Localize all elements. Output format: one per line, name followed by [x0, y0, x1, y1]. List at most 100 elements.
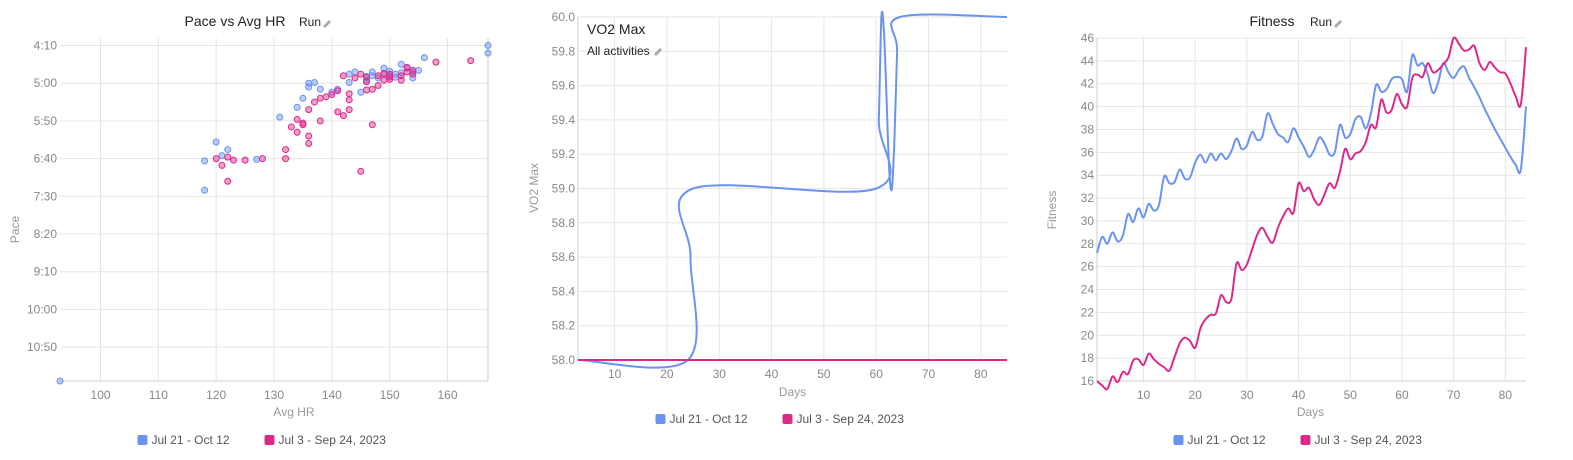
chart1-x-tick-label: 150: [380, 388, 400, 402]
chart2-x-tick-label: 50: [817, 367, 831, 381]
chart1-y-tick-label: 9:10: [34, 265, 58, 279]
chart1-point-series_b[interactable]: [351, 74, 359, 82]
chart1-point-series_b[interactable]: [363, 86, 371, 94]
chart1-point-series_b[interactable]: [316, 94, 324, 102]
chart3-x-tick-label: 40: [1292, 388, 1306, 402]
chart1-point-series_b[interactable]: [316, 117, 324, 125]
fitness-chart: Fitness Run 16 18 20 22 24 26 28 30 32 34 36 38 40 42…: [1045, 13, 1527, 447]
chart1-point-series_a[interactable]: [276, 113, 284, 121]
chart1-point-series_b[interactable]: [363, 73, 371, 81]
chart1-point-series_a[interactable]: [420, 54, 428, 62]
chart1-point-series_b[interactable]: [386, 70, 394, 78]
chart1-point-series_b[interactable]: [224, 177, 232, 185]
chart1-point-series_a[interactable]: [374, 74, 382, 82]
chart1-point-series_b[interactable]: [345, 96, 353, 104]
chart1-point-series_b[interactable]: [328, 91, 336, 99]
chart2-line-series_a[interactable]: [577, 10, 1008, 369]
chart1-point-series_b[interactable]: [293, 128, 301, 136]
chart1-x-tick-label: 130: [264, 388, 284, 402]
chart1-point-series_b[interactable]: [409, 66, 417, 74]
chart1-point-series_b[interactable]: [403, 63, 411, 71]
chart1-point-series_b[interactable]: [310, 98, 318, 106]
chart1-point-series_b[interactable]: [368, 121, 376, 129]
chart2-x-tick-label: 20: [660, 367, 674, 381]
edit-pencil-icon[interactable]: [1334, 20, 1342, 28]
chart1-point-series_b[interactable]: [305, 132, 313, 140]
chart1-y-tick-label: 10:50: [27, 340, 57, 354]
chart1-point-series_b[interactable]: [374, 72, 382, 80]
chart1-point-series_a[interactable]: [218, 152, 226, 160]
chart1-point-series_b[interactable]: [299, 121, 307, 129]
chart1-x-tick-label: 120: [206, 388, 226, 402]
chart1-y-tick-label: 10:00: [27, 302, 57, 316]
chart1-point-series_b[interactable]: [218, 161, 226, 169]
chart1-point-series_a[interactable]: [299, 94, 307, 102]
edit-pencil-icon[interactable]: [654, 48, 662, 56]
chart3-legend-swatch-b: [1300, 435, 1311, 445]
chart1-point-series_a[interactable]: [345, 78, 353, 86]
chart1-y-tick-label: 6:40: [34, 152, 58, 166]
chart1-legend-swatch-a: [137, 435, 148, 445]
chart1-point-series_b[interactable]: [357, 167, 365, 175]
chart1-point-series_b[interactable]: [380, 76, 388, 84]
chart1-point-series_b[interactable]: [339, 112, 347, 120]
chart1-point-series_b[interactable]: [397, 72, 405, 80]
chart1-point-series_a[interactable]: [391, 70, 399, 78]
chart1-point-series_a[interactable]: [357, 88, 365, 96]
chart1-filter-run[interactable]: Run: [299, 15, 321, 29]
chart1-point-series_a[interactable]: [212, 138, 220, 146]
chart1-point-series_b[interactable]: [230, 156, 238, 164]
chart1-point-series_b[interactable]: [282, 146, 290, 154]
chart1-point-series_a[interactable]: [368, 72, 376, 80]
chart1-point-series_a[interactable]: [310, 78, 318, 86]
chart1-point-series_b[interactable]: [432, 58, 440, 66]
chart1-point-series_a[interactable]: [351, 68, 359, 76]
chart1-point-series_a[interactable]: [415, 66, 423, 74]
chart1-point-series_a[interactable]: [293, 103, 301, 111]
chart2-y-tick-label: 59.6: [552, 79, 576, 93]
chart1-point-series_a[interactable]: [484, 42, 492, 50]
chart1-point-series_b[interactable]: [357, 70, 365, 78]
chart1-point-series_a[interactable]: [224, 146, 232, 154]
chart1-point-series_b[interactable]: [334, 108, 342, 116]
chart1-point-series_a[interactable]: [316, 85, 324, 93]
chart1-point-series_a[interactable]: [345, 70, 353, 78]
chart1-point-series_a[interactable]: [201, 157, 209, 165]
chart3-line-series_a[interactable]: [1096, 53, 1527, 254]
chart1-point-series_a[interactable]: [56, 377, 64, 385]
chart3-y-tick-label: 26: [1081, 260, 1095, 274]
chart1-point-series_b[interactable]: [334, 87, 342, 95]
chart1-point-series_b[interactable]: [305, 106, 313, 114]
chart1-point-series_b[interactable]: [282, 155, 290, 163]
chart1-point-series_a[interactable]: [484, 49, 492, 57]
chart1-point-series_b[interactable]: [345, 106, 353, 114]
chart1-point-series_b[interactable]: [293, 115, 301, 123]
chart1-point-series_b[interactable]: [258, 155, 266, 163]
chart3-y-tick-label: 20: [1081, 328, 1095, 342]
chart1-point-series_b[interactable]: [374, 81, 382, 89]
chart1-point-series_b[interactable]: [380, 69, 388, 77]
chart1-point-series_b[interactable]: [345, 90, 353, 98]
edit-pencil-icon[interactable]: [323, 20, 331, 28]
chart1-point-series_b[interactable]: [212, 155, 220, 163]
chart1-legend-label-a: Jul 21 - Oct 12: [152, 433, 230, 447]
chart1-point-series_b[interactable]: [287, 123, 295, 131]
chart1-point-series_b[interactable]: [305, 140, 313, 148]
chart1-point-series_b[interactable]: [368, 85, 376, 93]
chart1-point-series_a[interactable]: [201, 186, 209, 194]
chart3-line-series_b[interactable]: [1096, 36, 1527, 391]
chart1-point-series_b[interactable]: [224, 153, 232, 161]
chart1-point-series_a[interactable]: [253, 155, 261, 163]
chart1-point-series_a[interactable]: [397, 60, 405, 68]
chart1-point-series_b[interactable]: [339, 72, 347, 80]
chart3-x-tick-label: 30: [1240, 388, 1254, 402]
chart3-filter-run[interactable]: Run: [1310, 15, 1332, 29]
chart2-x-tick-label: 80: [974, 367, 988, 381]
chart1-point-series_b[interactable]: [386, 75, 394, 83]
chart1-point-series_b[interactable]: [241, 156, 249, 164]
chart2-legend-swatch-a: [655, 414, 666, 424]
chart1-point-series_a[interactable]: [305, 79, 313, 87]
chart1-point-series_b[interactable]: [322, 93, 330, 101]
chart1-point-series_b[interactable]: [467, 57, 475, 65]
